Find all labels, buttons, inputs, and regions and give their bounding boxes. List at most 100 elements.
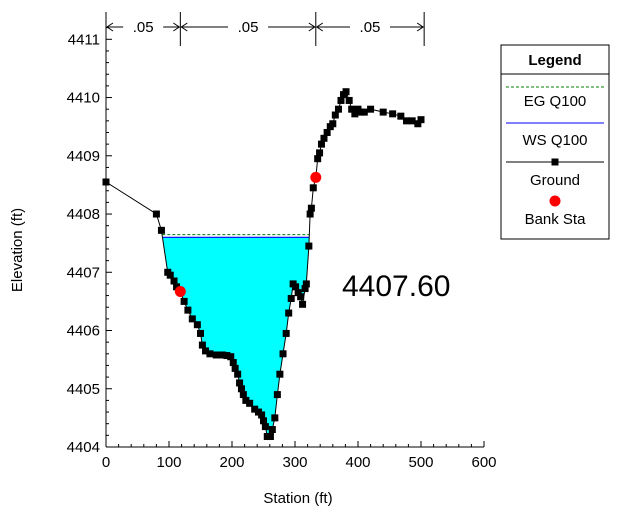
- legend-ground-label: Ground: [530, 172, 580, 189]
- ground-point: [180, 297, 188, 305]
- ground-point: [239, 391, 247, 399]
- ground-point: [294, 289, 302, 297]
- ground-point: [403, 117, 411, 125]
- ground-point: [305, 242, 313, 250]
- ground-point: [242, 396, 250, 404]
- n-arrow-head: [173, 22, 181, 32]
- water-surface-label: 4407.60: [342, 270, 450, 303]
- ground-point: [273, 391, 281, 399]
- y-tick-label: 4408: [67, 206, 100, 223]
- legend-bank-marker: [549, 195, 561, 207]
- legend-ws-label: WS Q100: [522, 132, 587, 149]
- ground-point: [317, 140, 325, 148]
- ground-point: [351, 110, 359, 118]
- ground-point: [323, 128, 331, 136]
- ground-point: [223, 352, 231, 360]
- ground-point: [271, 414, 279, 422]
- ground-point: [337, 96, 345, 104]
- ground-point: [320, 134, 328, 142]
- legend-title: Legend: [528, 52, 581, 69]
- ground-point: [414, 120, 422, 128]
- ground-point: [202, 347, 210, 355]
- ground-point: [309, 184, 317, 192]
- ground-point: [260, 417, 267, 425]
- plot-area: [102, 88, 425, 441]
- bank-station-marker: [174, 285, 186, 297]
- n-arrow-head: [308, 22, 316, 32]
- legend-ground-marker: [551, 158, 559, 166]
- ground-point: [236, 379, 244, 387]
- y-tick-label: 4405: [67, 381, 100, 398]
- y-tick-label: 4404: [67, 439, 100, 456]
- x-tick-label: 400: [345, 454, 370, 471]
- ground-point: [292, 283, 300, 291]
- x-tick-label: 500: [408, 454, 433, 471]
- ground-point: [345, 96, 353, 104]
- ground-point: [342, 88, 350, 96]
- y-tick-label: 4409: [67, 148, 100, 165]
- ground-point: [212, 351, 220, 359]
- ground-point: [219, 351, 227, 359]
- ground-point: [367, 105, 375, 113]
- ground-point: [287, 294, 295, 302]
- ground-point: [261, 423, 269, 431]
- ground-point: [251, 405, 259, 413]
- ground-point: [206, 350, 214, 358]
- n-value-label: .05: [238, 19, 259, 36]
- legend-box: [500, 44, 610, 240]
- ground-point: [184, 306, 192, 314]
- n-arrow-head: [180, 22, 188, 32]
- ground-point: [170, 277, 178, 285]
- ground-point: [379, 108, 387, 116]
- n-arrow-head: [315, 22, 324, 32]
- legend: Legend EG Q100 WS Q100 Ground Bank Sta: [500, 44, 610, 240]
- ground-point: [297, 293, 305, 301]
- axes: 0 100 200 300 400 500 600 4404 4405 4406 4407 4408 4…: [67, 16, 497, 471]
- x-tick-label: 100: [156, 454, 181, 471]
- ground-point: [360, 108, 368, 116]
- ground-point: [348, 105, 356, 113]
- ground-point: [307, 204, 315, 212]
- y-axis-title: Elevation (ft): [9, 208, 26, 292]
- x-axis-title: Station (ft): [263, 490, 332, 507]
- ground-point: [198, 341, 206, 349]
- x-tick-label: 0: [102, 454, 110, 471]
- ground-point: [306, 210, 314, 218]
- ground-point: [229, 359, 237, 367]
- y-tick-label: 4407: [67, 264, 100, 281]
- ground-point: [266, 433, 274, 441]
- ground-point: [193, 321, 201, 329]
- ground-point: [285, 309, 293, 317]
- ground-point: [282, 329, 290, 337]
- ground-point: [227, 353, 235, 361]
- mannings-n-bar: .05 .05 .05: [105, 12, 425, 46]
- x-tick-label: 200: [219, 454, 244, 471]
- ground-point: [231, 364, 239, 372]
- ground-point: [258, 411, 266, 419]
- ground-point: [234, 370, 242, 378]
- y-tick-label: 4410: [67, 90, 100, 107]
- water-area: [162, 237, 310, 437]
- ground-point: [279, 350, 287, 358]
- n-arrow-head: [416, 22, 425, 32]
- ground-point: [268, 426, 276, 434]
- ground-point: [302, 280, 310, 288]
- n-arrow-head: [106, 22, 114, 32]
- ground-point: [276, 370, 284, 378]
- ground-point: [417, 116, 425, 124]
- legend-eg-label: EG Q100: [524, 93, 587, 110]
- ground-point: [408, 117, 416, 125]
- x-tick-label: 600: [471, 454, 496, 471]
- ground-point: [246, 399, 254, 407]
- ground-point: [173, 283, 181, 291]
- ground-point: [301, 285, 309, 293]
- ground-point: [331, 111, 339, 119]
- ground-point: [389, 110, 397, 118]
- n-value-label: .05: [360, 19, 381, 36]
- legend-bank-label: Bank Sta: [525, 211, 587, 228]
- ground-point: [152, 210, 160, 218]
- ground-point: [314, 155, 322, 163]
- ground-point: [166, 271, 174, 279]
- x-tick-label: 300: [282, 454, 307, 471]
